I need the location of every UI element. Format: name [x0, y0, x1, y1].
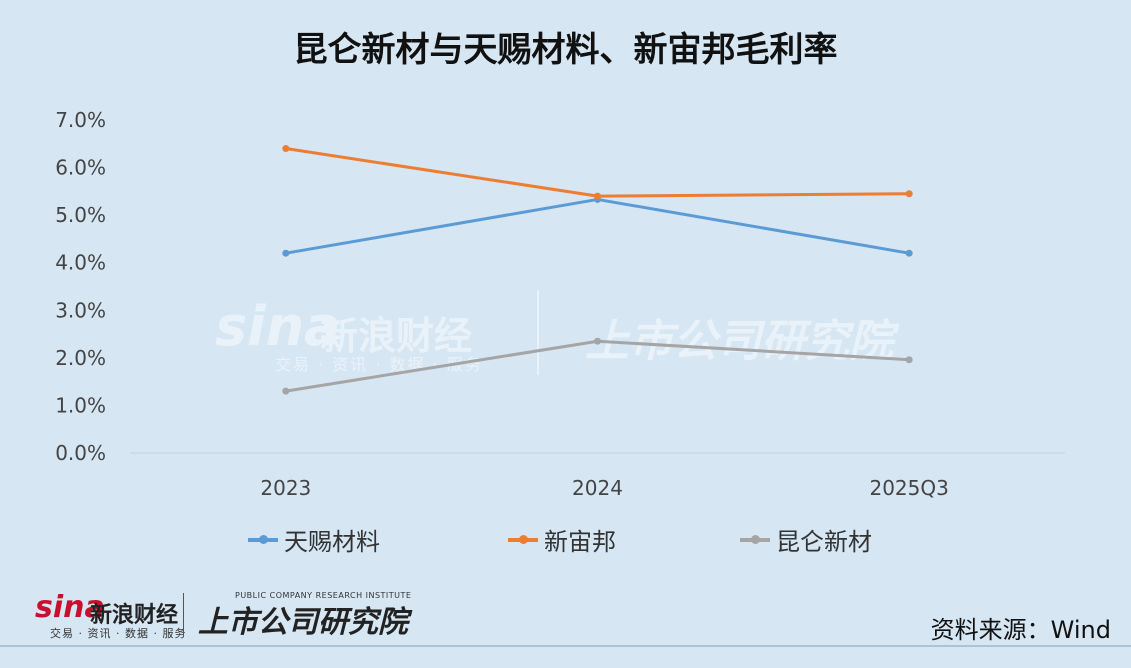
legend-label-kunlun: 昆仑新材	[776, 528, 872, 556]
data-point-1-2	[905, 190, 913, 198]
y-tick-label: 0.0%	[55, 441, 106, 465]
x-tick-label: 2023	[260, 476, 311, 500]
sina-finance-logo-sub: 交易 · 资讯 · 数据 · 服务	[50, 627, 187, 640]
data-point-0-2	[905, 249, 913, 257]
x-tick-label: 2024	[572, 476, 623, 500]
legend-swatch-xinzhoubang	[508, 534, 538, 544]
series-line-2	[285, 339, 910, 393]
y-tick-label: 4.0%	[55, 251, 106, 275]
legend-item-xinzhoubang: 新宙邦	[508, 522, 616, 557]
legend-item-kunlun: 昆仑新材	[740, 522, 872, 557]
legend-item-tianci: 天赐材料	[248, 522, 380, 557]
y-tick-label: 5.0%	[55, 203, 106, 227]
line-chart: 0.0% 1.0% 2.0% 3.0% 4.0% 5.0% 6.0% 7.0% 2023 2024…	[55, 108, 1065, 500]
footer-divider	[0, 645, 1131, 647]
y-tick-label: 7.0%	[55, 108, 106, 132]
legend-label-tianci: 天赐材料	[284, 528, 380, 556]
sina-logo: sina	[35, 590, 105, 625]
data-point-2-2	[905, 356, 913, 364]
data-point-0-0	[282, 249, 290, 257]
series-line-1	[285, 147, 910, 198]
institute-logo-en: PUBLIC COMPANY RESEARCH INSTITUTE	[235, 591, 412, 600]
x-tick-label: 2025Q3	[869, 476, 948, 500]
sina-finance-logo-text: 新浪财经	[90, 603, 179, 628]
y-tick-label: 6.0%	[55, 156, 106, 180]
data-point-1-0	[282, 145, 290, 153]
data-point-1-1	[594, 192, 601, 200]
y-tick-label: 2.0%	[55, 346, 106, 370]
legend-swatch-tianci	[248, 534, 278, 544]
y-tick-label: 1.0%	[55, 393, 106, 417]
chart-legend: 天赐材料 新宙邦 昆仑新材	[0, 522, 1131, 558]
legend-label-xinzhoubang: 新宙邦	[544, 528, 616, 556]
institute-logo: 上市公司研究院	[198, 605, 408, 640]
data-point-2-1	[594, 337, 601, 345]
y-tick-label: 3.0%	[55, 298, 106, 322]
data-point-2-0	[282, 387, 290, 395]
logo-divider	[183, 593, 184, 637]
source-note: 资料来源：Wind	[930, 616, 1111, 644]
legend-swatch-kunlun	[740, 534, 770, 544]
series-line-0	[285, 197, 910, 255]
chart-title: 昆仑新材与天赐材料、新宙邦毛利率	[293, 30, 838, 70]
